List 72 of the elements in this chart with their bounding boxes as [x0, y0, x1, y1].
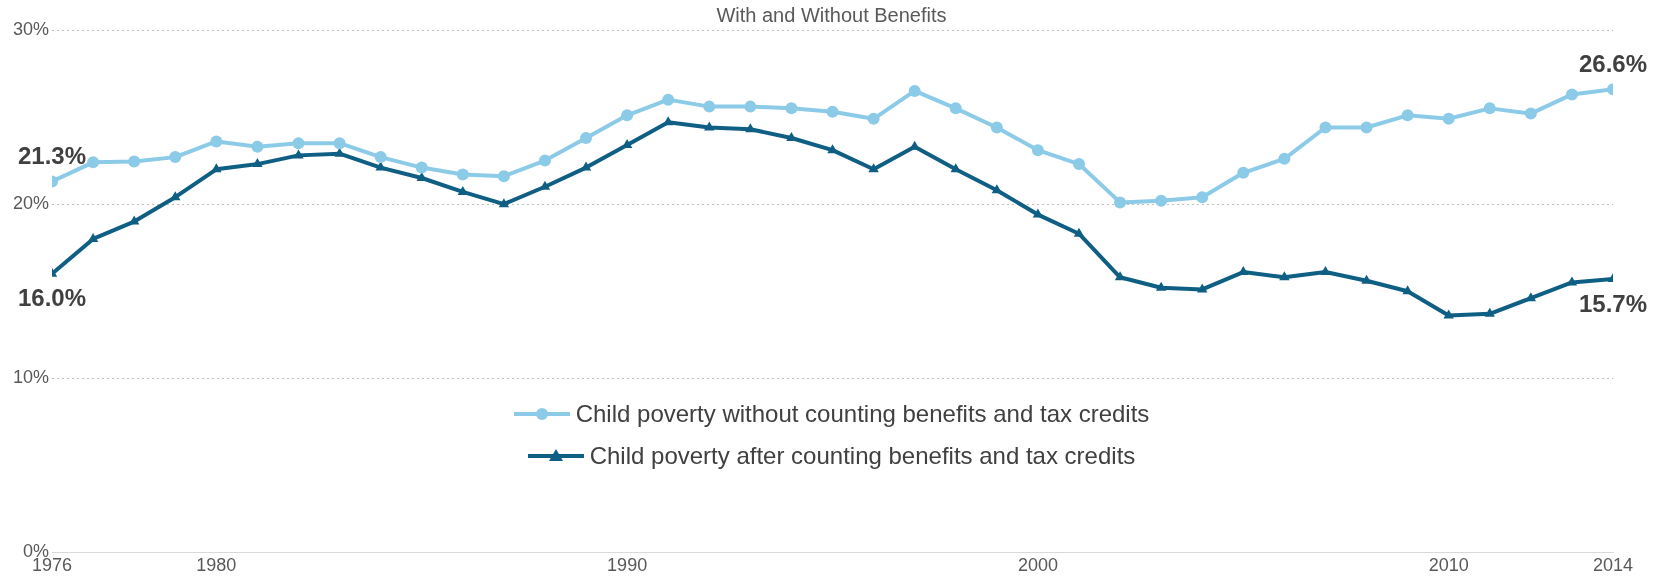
x-tick-label: 2014 [1592, 555, 1634, 576]
point [292, 137, 305, 150]
point [662, 93, 675, 106]
point [1072, 158, 1085, 171]
point [785, 102, 798, 115]
x-tick-label: 2010 [1428, 555, 1469, 576]
point [1237, 166, 1250, 179]
point [251, 140, 264, 153]
point [1073, 227, 1085, 237]
point [252, 158, 263, 168]
point [1402, 285, 1413, 295]
point [867, 112, 880, 125]
point [1278, 152, 1291, 165]
point [1401, 109, 1414, 122]
point [1279, 271, 1290, 281]
data-label: 26.6% [1578, 49, 1648, 77]
y-tick-label: 10% [13, 367, 50, 388]
point [1114, 271, 1126, 281]
point [744, 100, 757, 113]
point [1442, 112, 1455, 125]
point [826, 105, 839, 118]
point [456, 168, 469, 181]
point [1483, 102, 1496, 115]
point [375, 161, 386, 171]
point [538, 154, 551, 167]
point [1155, 194, 1168, 207]
point [374, 151, 387, 164]
point [621, 109, 634, 122]
point [1524, 107, 1537, 120]
legend-label: Child poverty after counting benefits and tax credits [589, 442, 1136, 470]
point [497, 170, 510, 183]
y-tick-label: 30% [13, 18, 50, 39]
point [745, 123, 756, 133]
point [293, 149, 304, 159]
point [1443, 309, 1454, 319]
point [211, 163, 222, 173]
point [87, 232, 99, 242]
point [1196, 191, 1209, 204]
point [703, 100, 716, 113]
point [1031, 144, 1044, 157]
x-tick-label: 1980 [196, 555, 237, 576]
point [1484, 307, 1495, 317]
point [210, 135, 223, 148]
legend-label: Child poverty without counting benefits and tax credits [575, 400, 1150, 428]
point [908, 84, 921, 97]
point [1114, 196, 1127, 209]
point [87, 156, 100, 169]
point [169, 151, 182, 164]
point [580, 131, 593, 144]
point [1565, 88, 1578, 101]
chart-title: With and Without Benefits [716, 4, 947, 26]
point [868, 163, 879, 173]
point [128, 155, 141, 168]
point [1360, 121, 1373, 134]
data-label: 21.3% [18, 142, 87, 170]
point [170, 191, 181, 201]
point [1361, 274, 1372, 284]
y-tick-label: 20% [13, 193, 50, 214]
point [415, 161, 428, 174]
x-tick-label: 1990 [607, 555, 648, 576]
data-label: 16.0% [18, 284, 87, 312]
point [333, 137, 346, 150]
point [1155, 281, 1167, 291]
point [949, 102, 962, 115]
data-label: 15.7% [1578, 289, 1648, 317]
x-tick-label: 2000 [1017, 555, 1058, 576]
point [1319, 121, 1332, 134]
point [990, 121, 1003, 134]
point [1320, 266, 1331, 276]
point [704, 121, 715, 131]
point [498, 198, 510, 208]
point [663, 116, 674, 126]
